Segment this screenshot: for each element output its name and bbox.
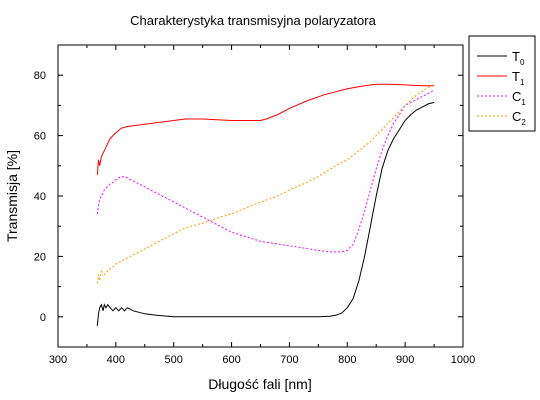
legend-label-t1: T1 xyxy=(512,69,525,87)
x-tick-label: 400 xyxy=(107,354,125,366)
x-tick-label: 900 xyxy=(396,354,414,366)
series-line-t0 xyxy=(96,101,435,326)
x-tick-label: 800 xyxy=(338,354,356,366)
x-tick-label: 600 xyxy=(222,354,240,366)
chart-title: Charakterystyka transmisyjna polaryzator… xyxy=(130,13,376,28)
y-axis-label: Transmisja [%] xyxy=(4,150,20,242)
legend-frame xyxy=(468,35,536,132)
plot-frame xyxy=(57,44,464,348)
legend-label-c2: C2 xyxy=(512,109,526,127)
legend-label-t0: T0 xyxy=(512,49,525,67)
x-axis-label: Długość fali [nm] xyxy=(208,376,311,392)
x-tick-label: 1000 xyxy=(451,354,475,366)
y-tick-label: 20 xyxy=(34,251,46,263)
series-line-c1 xyxy=(96,89,435,253)
x-tick-label: 500 xyxy=(165,354,183,366)
legend-label-c1: C1 xyxy=(512,89,526,107)
x-tick-label: 300 xyxy=(49,354,67,366)
y-axis-ticks: 0 20 40 60 80 xyxy=(34,44,463,348)
legend: T0 T1 C1 C2 xyxy=(468,35,536,132)
y-tick-label: 0 xyxy=(40,312,46,324)
series-line-c2 xyxy=(96,83,435,284)
series-line-t1 xyxy=(96,83,435,175)
y-tick-label: 40 xyxy=(34,191,46,203)
x-axis-ticks: 300 400 500 600 700 800 900 1000 xyxy=(49,45,475,366)
y-tick-label: 80 xyxy=(34,70,46,82)
series-layer xyxy=(96,83,435,326)
x-tick-label: 700 xyxy=(280,354,298,366)
y-tick-label: 60 xyxy=(34,131,46,143)
